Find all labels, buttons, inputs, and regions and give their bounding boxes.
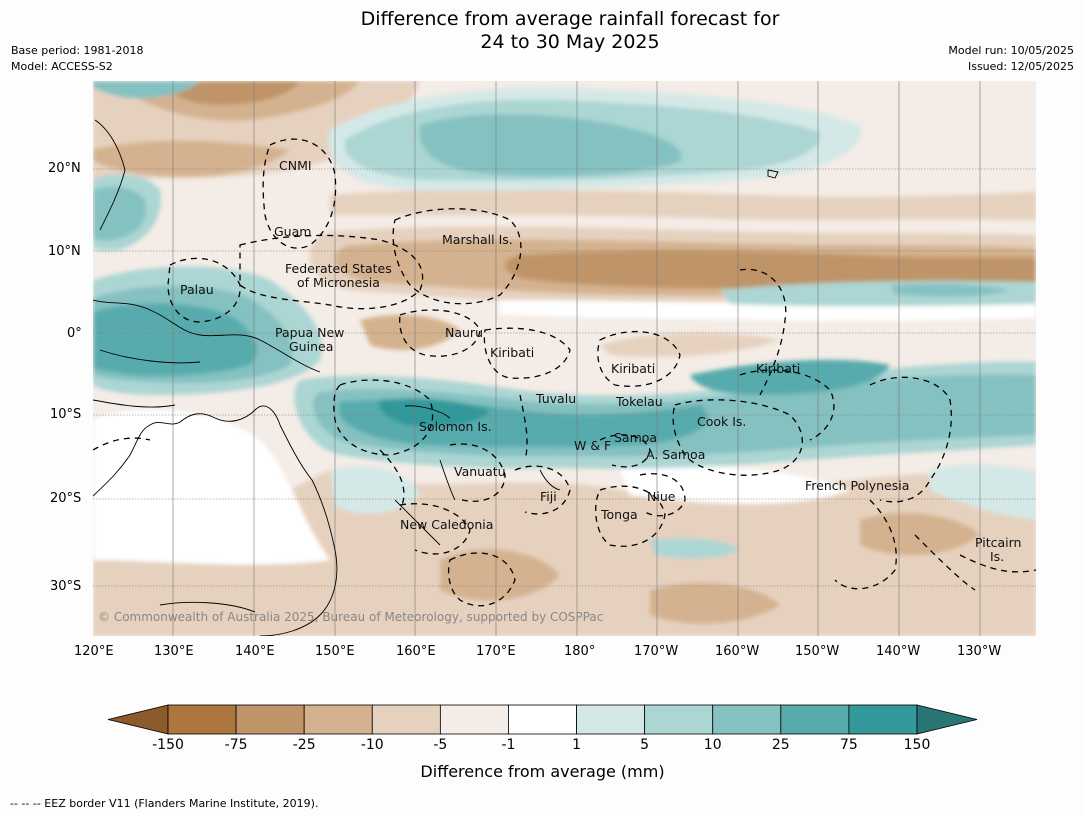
chart-title-line-2: 24 to 30 May 2025 [480, 31, 660, 53]
colorbar-segment [712, 704, 782, 735]
lon-label-130e: 130°E [154, 644, 194, 659]
colorbar-tick-label: 75 [839, 737, 858, 753]
lat-label-0: 0° [67, 326, 82, 341]
coastlines [93, 119, 779, 636]
lon-label-120e: 120°E [74, 644, 114, 659]
region-label-niue: Niue [647, 489, 676, 504]
issued-text: Issued: 12/05/2025 [967, 60, 1074, 73]
colorbar-segment [508, 704, 577, 735]
colorbar-segment [303, 704, 373, 735]
model-text: Model: ACCESS-S2 [11, 60, 113, 73]
chart-title-line-1: Difference from average rainfall forecas… [360, 8, 780, 30]
lat-label-20n: 20°N [48, 161, 81, 176]
region-label-tokelau: Tokelau [616, 394, 663, 409]
region-label-palau: Palau [180, 282, 214, 297]
region-label-solomon: Solomon Is. [419, 419, 492, 434]
lat-label-30s: 30°S [50, 579, 82, 594]
lon-label-140e: 140°E [235, 644, 275, 659]
colorbar-tick-label: 150 [903, 737, 931, 753]
colorbar-segment [235, 704, 305, 735]
region-label-samoa: Samoa [614, 430, 658, 445]
region-label-wallis-futuna: W & F [574, 438, 612, 453]
colorbar-tick-label: -150 [152, 737, 184, 753]
region-label-vanuatu: Vanuatu [454, 464, 506, 479]
colorbar-tick-label: 1 [572, 737, 581, 753]
region-label-american-samoa: A. Samoa [646, 447, 706, 462]
eez-borders [93, 138, 1036, 607]
colorbar-tick-label: -1 [501, 737, 516, 753]
colorbar-tick-label: -25 [292, 737, 316, 753]
lon-label-130w: 130°W [957, 644, 1002, 659]
eez-footnote: -- -- -- EEZ border V11 (Flanders Marine… [10, 797, 319, 810]
lon-label-160e: 160°E [396, 644, 436, 659]
region-label-guam: Guam [274, 224, 312, 239]
region-label-tuvalu: Tuvalu [536, 391, 577, 406]
graticule [93, 81, 1036, 636]
model-run-text: Model run: 10/05/2025 [948, 44, 1074, 57]
colorbar-title: Difference from average (mm) [420, 762, 665, 781]
region-label-fsm-1: Federated States [285, 261, 392, 276]
lon-label-170w: 170°W [634, 644, 679, 659]
lon-label-180: 180° [564, 644, 596, 659]
colorbar-tick-label: 25 [771, 737, 790, 753]
region-label-pitcairn-1: Pitcairn [975, 535, 1022, 550]
region-label-cook-islands: Cook Is. [697, 414, 747, 429]
colorbar-segment [167, 704, 237, 735]
colorbar-extend-high [916, 704, 978, 735]
region-label-marshall: Marshall Is. [442, 232, 513, 247]
region-label-pitcairn-2: Is. [990, 549, 1005, 564]
colorbar-tick-label: -5 [433, 737, 448, 753]
lat-label-20s: 20°S [50, 491, 82, 506]
colorbar-segment [439, 704, 509, 735]
colorbar-segment [848, 704, 918, 735]
lat-label-10s: 10°S [50, 407, 82, 422]
region-label-png-1: Papua New [275, 325, 345, 340]
lon-label-170e: 170°E [476, 644, 516, 659]
colorbar-segment [780, 704, 850, 735]
lon-label-150w: 150°W [795, 644, 840, 659]
region-label-kiribati-central: Kiribati [611, 361, 656, 376]
colorbar-extend-low [107, 704, 169, 735]
colorbar-segment [371, 704, 441, 735]
region-label-tonga: Tonga [601, 507, 638, 522]
region-label-kiribati-east: Kiribati [756, 361, 801, 376]
colorbar-tick-label: -75 [224, 737, 248, 753]
lon-label-150e: 150°E [315, 644, 355, 659]
base-period-text: Base period: 1981-2018 [11, 44, 144, 57]
lat-label-10n: 10°N [48, 244, 81, 259]
region-label-fsm-2: of Micronesia [297, 275, 380, 290]
copyright-notice: © Commonwealth of Australia 2025, Bureau… [98, 610, 604, 624]
lon-label-160w: 160°W [715, 644, 760, 659]
region-label-french-polynesia: French Polynesia [805, 478, 910, 493]
colorbar-tick-label: -10 [360, 737, 384, 753]
region-label-kiribati-west: Kiribati [490, 345, 535, 360]
region-label-cnmi: CNMI [279, 158, 312, 173]
region-label-nauru: Nauru [445, 325, 483, 340]
region-label-fiji: Fiji [540, 489, 557, 504]
colorbar-tick-label: 10 [703, 737, 722, 753]
colorbar-tick-label: 5 [640, 737, 650, 753]
colorbar-segment [576, 704, 646, 735]
rainfall-anomaly-fields [93, 81, 1036, 636]
lon-label-140w: 140°W [876, 644, 921, 659]
region-label-png-2: Guinea [289, 339, 334, 354]
colorbar-segment [644, 704, 714, 735]
region-label-new-caledonia: New Caledonia [400, 517, 494, 532]
